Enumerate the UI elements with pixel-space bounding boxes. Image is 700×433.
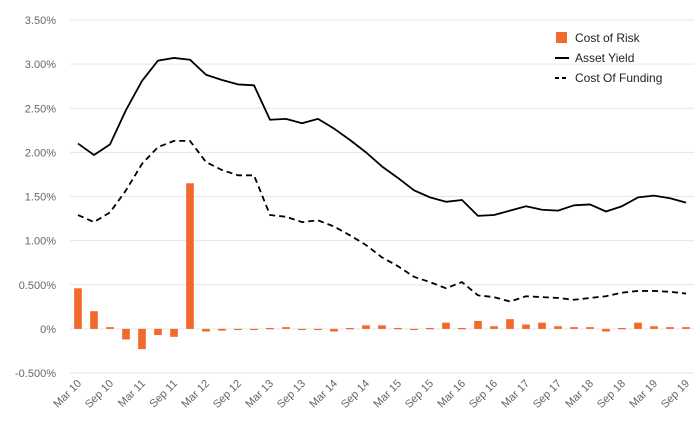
x-tick-label: Mar 11 <box>116 378 148 410</box>
cost-of-risk-bar <box>122 328 130 340</box>
cost-of-funding-line <box>77 139 687 303</box>
cost-of-risk-bar <box>554 326 562 329</box>
asset-yield-line <box>77 57 687 217</box>
x-tick-label: Sep 11 <box>148 378 181 411</box>
x-tick-label: Sep 18 <box>595 378 628 411</box>
x-tick-label: Mar 15 <box>371 378 404 411</box>
y-tick-label: 2.00% <box>25 147 56 159</box>
cost-of-risk-bar <box>218 328 226 331</box>
line-layer <box>77 57 687 303</box>
cost-of-risk-bar <box>522 324 530 329</box>
y-tick-label: 0% <box>40 324 56 336</box>
cost-of-risk-bar <box>74 288 82 329</box>
x-tick-label: Mar 14 <box>307 378 340 411</box>
cost-of-risk-bar <box>250 328 258 331</box>
cost-of-risk-bar <box>170 328 178 337</box>
legend: Cost of Risk Asset Yield Cost Of Funding <box>555 31 662 85</box>
cost-of-risk-bar <box>586 327 594 329</box>
y-tick-label: 1.00% <box>25 236 56 248</box>
x-tick-label: Sep 19 <box>659 378 692 411</box>
bar-layer <box>74 183 690 350</box>
cost-of-risk-bar <box>90 311 98 329</box>
x-tick-label: Sep 17 <box>531 378 564 411</box>
y-tick-label: -0.500% <box>15 368 56 380</box>
x-tick-label: Sep 14 <box>339 378 372 411</box>
y-tick-label: 2.50% <box>25 103 56 115</box>
x-tick-label: Mar 12 <box>179 378 212 411</box>
x-tick-label: Sep 10 <box>83 378 116 411</box>
cost-of-risk-bar <box>666 327 674 329</box>
cost-of-risk-bar <box>202 328 210 332</box>
cost-of-risk-bar <box>458 327 466 330</box>
cost-of-risk-bar <box>650 326 658 329</box>
x-tick-label: Mar 19 <box>627 378 660 411</box>
cost-of-risk-bar <box>618 327 626 330</box>
cost-of-risk-bar <box>234 328 242 331</box>
cost-of-risk-bar <box>490 326 498 329</box>
cost-of-risk-bar <box>346 327 354 330</box>
legend-label-asset-yield: Asset Yield <box>575 51 634 65</box>
cost-of-risk-bar <box>330 328 338 332</box>
cost-of-risk-bar <box>634 322 642 329</box>
legend-label-cost-of-funding: Cost Of Funding <box>575 71 662 85</box>
cost-of-risk-bar <box>682 327 690 329</box>
y-tick-label: 3.00% <box>25 59 56 71</box>
cost-of-risk-bar <box>442 322 450 329</box>
cost-of-risk-bar <box>282 327 290 329</box>
x-tick-label: Mar 10 <box>51 378 84 411</box>
x-tick-label: Mar 17 <box>499 378 532 411</box>
cost-of-risk-bar <box>538 322 546 329</box>
x-tick-label: Mar 16 <box>435 378 468 411</box>
x-tick-label: Mar 18 <box>563 378 596 411</box>
cost-of-risk-bar <box>154 328 162 336</box>
x-tick-label: Mar 13 <box>243 378 276 411</box>
x-tick-label: Sep 15 <box>403 378 436 411</box>
y-tick-label: 0.500% <box>19 280 57 292</box>
cost-of-risk-bar <box>138 328 146 350</box>
cost-of-risk-bar <box>506 319 514 329</box>
x-tick-label: Sep 16 <box>467 378 500 411</box>
cost-of-risk-bar <box>314 328 322 331</box>
legend-label-cost-of-risk: Cost of Risk <box>575 31 641 45</box>
cost-of-risk-bar <box>298 328 306 331</box>
cost-of-risk-bar <box>266 327 274 330</box>
y-tick-label: 1.50% <box>25 192 56 204</box>
y-tick-label: 3.50% <box>25 15 56 27</box>
cost-of-risk-bar <box>410 328 418 331</box>
cost-of-risk-bar <box>378 325 386 329</box>
cost-of-risk-bar <box>394 327 402 330</box>
y-axis: -0.500% 0% 0.500% 1.00% 1.50% 2.00% 2.50% 3.00%… <box>15 15 56 380</box>
cost-of-risk-bar <box>362 325 370 329</box>
cost-of-risk-bar <box>570 327 578 329</box>
cost-of-risk-bar <box>426 327 434 330</box>
cost-of-risk-bar <box>602 328 610 332</box>
cost-of-risk-bar <box>106 327 114 329</box>
cost-of-risk-bar <box>474 320 482 329</box>
legend-swatch-cost-of-risk <box>556 32 567 43</box>
x-tick-label: Sep 13 <box>275 378 308 411</box>
cost-of-risk-bar <box>186 183 194 329</box>
x-tick-label: Sep 12 <box>211 378 244 411</box>
